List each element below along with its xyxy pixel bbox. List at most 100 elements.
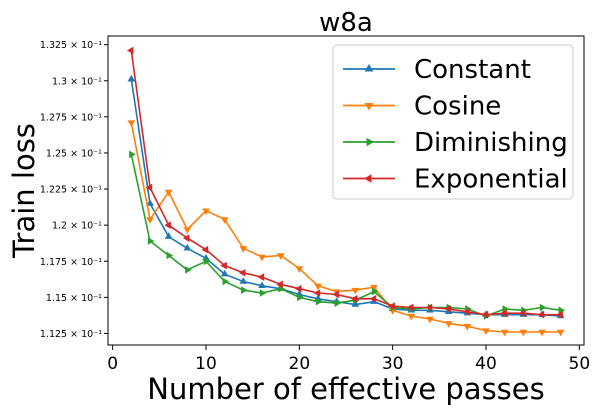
data-point: [369, 295, 377, 303]
data-point: [146, 199, 154, 206]
data-point: [185, 266, 192, 274]
data-point: [257, 273, 265, 281]
data-point: [258, 254, 266, 262]
x-tick-label: 50: [569, 354, 591, 374]
data-point: [239, 277, 248, 284]
series-cosine: [127, 120, 565, 337]
y-tick-label: 1.15 × 10⁻¹: [46, 293, 102, 304]
data-point: [481, 310, 489, 319]
data-point: [444, 321, 453, 328]
data-point: [462, 308, 470, 316]
series-layer: [126, 46, 566, 337]
data-point: [538, 329, 546, 337]
legend-marker: [366, 137, 374, 147]
y-tick-label: 1.25 × 10⁻¹: [46, 148, 102, 159]
series-line: [130, 50, 561, 316]
data-point: [201, 245, 209, 254]
data-point: [313, 289, 321, 297]
data-point: [220, 217, 229, 224]
data-point: [239, 246, 248, 253]
data-point: [444, 305, 451, 313]
data-point: [371, 287, 379, 296]
data-point: [518, 309, 526, 318]
data-point: [334, 299, 342, 307]
data-point: [202, 208, 210, 216]
data-point: [426, 316, 434, 324]
y-tick-label: 1.2 × 10⁻¹: [52, 221, 102, 232]
data-point: [164, 232, 173, 239]
data-point: [145, 183, 153, 192]
x-axis-label: Number of effective passes: [147, 372, 545, 406]
y-axis-label: Train loss: [7, 123, 41, 259]
data-point: [146, 217, 154, 224]
y-tick-label: 1.175 × 10⁻¹: [40, 257, 102, 268]
data-point: [259, 289, 267, 297]
data-point: [425, 303, 433, 312]
legend-frame: [332, 44, 574, 200]
data-point: [370, 285, 378, 292]
data-point: [558, 306, 566, 315]
legend-marker: [364, 103, 374, 111]
data-point: [183, 243, 192, 251]
legend-label: Exponential: [414, 165, 568, 195]
data-point: [351, 287, 360, 295]
data-point: [183, 227, 192, 234]
series-line: [130, 122, 561, 333]
x-tick-label: 10: [195, 354, 217, 374]
data-point: [220, 269, 229, 277]
legend-marker: [364, 64, 374, 72]
data-point: [147, 237, 155, 245]
data-point: [556, 329, 565, 337]
series-exponential: [126, 46, 563, 319]
y-tick-label: 1.125 × 10⁻¹: [40, 329, 102, 340]
y-tick-label: 1.325 × 10⁻¹: [40, 40, 102, 51]
data-point: [241, 286, 248, 294]
data-point: [297, 293, 304, 302]
legend-label: Constant: [414, 55, 531, 85]
data-point: [276, 280, 283, 289]
data-point: [164, 189, 173, 197]
data-point: [315, 297, 323, 306]
data-point: [258, 281, 266, 288]
data-point: [482, 328, 490, 335]
data-point: [351, 300, 360, 307]
data-point: [332, 290, 339, 299]
legend-label: Diminishing: [414, 128, 568, 158]
plot-area: [107, 35, 585, 346]
data-point: [222, 277, 230, 286]
data-point: [502, 305, 510, 313]
data-point: [294, 284, 302, 293]
data-point: [500, 309, 507, 318]
data-point: [127, 74, 136, 82]
data-point: [500, 329, 509, 337]
x-tick-label: 20: [289, 354, 311, 374]
data-point: [314, 283, 322, 291]
data-point: [556, 310, 563, 319]
x-tick-label: 0: [107, 354, 118, 374]
axis-ticks: 0 10 20 30 40 50 1.125 × 10⁻¹ 1.15 × 10⁻¹ 1.175 …: [40, 40, 590, 374]
data-point: [182, 234, 190, 242]
data-point: [407, 313, 416, 321]
legend-label: Cosine: [414, 92, 501, 122]
data-point: [539, 303, 547, 312]
y-tick-label: 1.275 × 10⁻¹: [40, 112, 102, 123]
data-point: [463, 324, 472, 331]
data-point: [129, 150, 136, 159]
plot-frame: [107, 35, 585, 346]
data-point: [164, 221, 171, 229]
data-point: [276, 253, 285, 260]
data-point: [127, 120, 136, 127]
legend: Constant Cosine Diminishing Exponential: [332, 44, 574, 200]
data-point: [388, 302, 395, 310]
y-tick-label: 1.3 × 10⁻¹: [52, 76, 102, 87]
legend-marker: [364, 174, 372, 183]
chart-title: w8a: [319, 8, 373, 38]
data-point: [203, 257, 211, 266]
data-point: [350, 295, 358, 303]
x-tick-label: 40: [475, 354, 497, 374]
data-point: [519, 329, 528, 337]
data-point: [537, 310, 545, 319]
data-point: [220, 261, 227, 270]
data-point: [166, 251, 174, 260]
